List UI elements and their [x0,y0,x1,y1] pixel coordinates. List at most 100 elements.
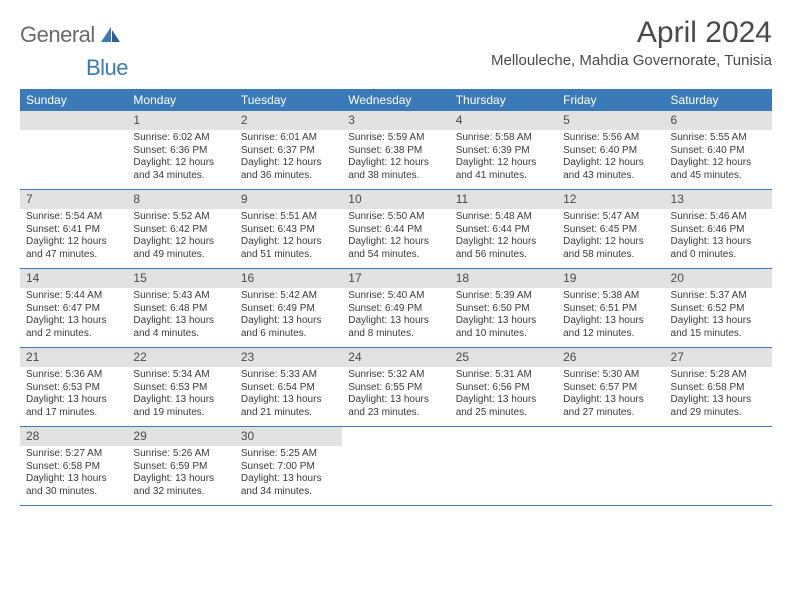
sunrise-text: Sunrise: 5:47 AM [563,211,658,224]
daylight-text: Daylight: 12 hours and 36 minutes. [241,157,336,182]
sunrise-text: Sunrise: 5:46 AM [671,211,766,224]
sunset-text: Sunset: 6:39 PM [456,145,551,158]
day-body: Sunrise: 5:55 AMSunset: 6:40 PMDaylight:… [665,130,772,186]
day-body: Sunrise: 5:27 AMSunset: 6:58 PMDaylight:… [20,446,127,502]
day-cell: 21Sunrise: 5:36 AMSunset: 6:53 PMDayligh… [20,348,127,426]
day-cell: 9Sunrise: 5:51 AMSunset: 6:43 PMDaylight… [235,190,342,268]
daylight-text: Daylight: 13 hours and 23 minutes. [348,394,443,419]
day-cell: 2Sunrise: 6:01 AMSunset: 6:37 PMDaylight… [235,111,342,189]
day-body: Sunrise: 5:32 AMSunset: 6:55 PMDaylight:… [342,367,449,423]
sunrise-text: Sunrise: 5:44 AM [26,290,121,303]
calendar-grid: SundayMondayTuesdayWednesdayThursdayFrid… [20,89,772,506]
sunrise-text: Sunrise: 5:26 AM [133,448,228,461]
sunrise-text: Sunrise: 5:25 AM [241,448,336,461]
day-cell: 27Sunrise: 5:28 AMSunset: 6:58 PMDayligh… [665,348,772,426]
sunrise-text: Sunrise: 5:38 AM [563,290,658,303]
daylight-text: Daylight: 13 hours and 29 minutes. [671,394,766,419]
sunset-text: Sunset: 6:53 PM [133,382,228,395]
daylight-text: Daylight: 12 hours and 41 minutes. [456,157,551,182]
sunrise-text: Sunrise: 5:55 AM [671,132,766,145]
day-cell [557,427,664,505]
sunset-text: Sunset: 6:56 PM [456,382,551,395]
sunset-text: Sunset: 6:52 PM [671,303,766,316]
day-body: Sunrise: 5:59 AMSunset: 6:38 PMDaylight:… [342,130,449,186]
daylight-text: Daylight: 12 hours and 56 minutes. [456,236,551,261]
day-body: Sunrise: 5:36 AMSunset: 6:53 PMDaylight:… [20,367,127,423]
day-number: 29 [127,427,234,446]
day-cell: 1Sunrise: 6:02 AMSunset: 6:36 PMDaylight… [127,111,234,189]
sunrise-text: Sunrise: 6:02 AM [133,132,228,145]
daylight-text: Daylight: 12 hours and 43 minutes. [563,157,658,182]
day-cell: 23Sunrise: 5:33 AMSunset: 6:54 PMDayligh… [235,348,342,426]
daylight-text: Daylight: 12 hours and 47 minutes. [26,236,121,261]
sunrise-text: Sunrise: 5:48 AM [456,211,551,224]
day-cell [342,427,449,505]
sunset-text: Sunset: 6:53 PM [26,382,121,395]
day-body: Sunrise: 5:43 AMSunset: 6:48 PMDaylight:… [127,288,234,344]
logo-text-blue: Blue [86,55,128,81]
sunrise-text: Sunrise: 5:42 AM [241,290,336,303]
daylight-text: Daylight: 13 hours and 4 minutes. [133,315,228,340]
day-body: Sunrise: 5:25 AMSunset: 7:00 PMDaylight:… [235,446,342,502]
title-block: April 2024 Mellouleche, Mahdia Governora… [491,16,772,69]
sunrise-text: Sunrise: 5:58 AM [456,132,551,145]
day-cell [20,111,127,189]
day-cell: 17Sunrise: 5:40 AMSunset: 6:49 PMDayligh… [342,269,449,347]
weekday-header: Sunday [20,89,127,111]
day-body: Sunrise: 6:02 AMSunset: 6:36 PMDaylight:… [127,130,234,186]
daylight-text: Daylight: 13 hours and 21 minutes. [241,394,336,419]
week-row: 21Sunrise: 5:36 AMSunset: 6:53 PMDayligh… [20,348,772,427]
day-cell: 6Sunrise: 5:55 AMSunset: 6:40 PMDaylight… [665,111,772,189]
day-number: 24 [342,348,449,367]
day-body: Sunrise: 5:33 AMSunset: 6:54 PMDaylight:… [235,367,342,423]
sunset-text: Sunset: 6:49 PM [241,303,336,316]
day-number: 6 [665,111,772,130]
day-number: 16 [235,269,342,288]
daylight-text: Daylight: 13 hours and 15 minutes. [671,315,766,340]
day-cell: 20Sunrise: 5:37 AMSunset: 6:52 PMDayligh… [665,269,772,347]
day-number: 14 [20,269,127,288]
weekday-header-row: SundayMondayTuesdayWednesdayThursdayFrid… [20,89,772,111]
day-body: Sunrise: 6:01 AMSunset: 6:37 PMDaylight:… [235,130,342,186]
day-number: 21 [20,348,127,367]
logo-text-general: General [20,22,95,48]
sunset-text: Sunset: 6:59 PM [133,461,228,474]
sunset-text: Sunset: 6:57 PM [563,382,658,395]
sunset-text: Sunset: 6:47 PM [26,303,121,316]
day-body: Sunrise: 5:58 AMSunset: 6:39 PMDaylight:… [450,130,557,186]
daylight-text: Daylight: 13 hours and 8 minutes. [348,315,443,340]
sunset-text: Sunset: 6:48 PM [133,303,228,316]
day-number: 5 [557,111,664,130]
sunset-text: Sunset: 6:49 PM [348,303,443,316]
sunrise-text: Sunrise: 5:50 AM [348,211,443,224]
daylight-text: Daylight: 12 hours and 34 minutes. [133,157,228,182]
calendar-page: General April 2024 Mellouleche, Mahdia G… [0,0,792,522]
day-cell: 30Sunrise: 5:25 AMSunset: 7:00 PMDayligh… [235,427,342,505]
day-number: 8 [127,190,234,209]
day-body: Sunrise: 5:44 AMSunset: 6:47 PMDaylight:… [20,288,127,344]
day-number: 23 [235,348,342,367]
day-cell: 8Sunrise: 5:52 AMSunset: 6:42 PMDaylight… [127,190,234,268]
day-cell: 26Sunrise: 5:30 AMSunset: 6:57 PMDayligh… [557,348,664,426]
day-number: 30 [235,427,342,446]
day-cell: 13Sunrise: 5:46 AMSunset: 6:46 PMDayligh… [665,190,772,268]
day-body: Sunrise: 5:50 AMSunset: 6:44 PMDaylight:… [342,209,449,265]
daylight-text: Daylight: 12 hours and 54 minutes. [348,236,443,261]
day-number: 15 [127,269,234,288]
day-cell: 3Sunrise: 5:59 AMSunset: 6:38 PMDaylight… [342,111,449,189]
day-cell: 5Sunrise: 5:56 AMSunset: 6:40 PMDaylight… [557,111,664,189]
day-cell: 10Sunrise: 5:50 AMSunset: 6:44 PMDayligh… [342,190,449,268]
sunset-text: Sunset: 6:36 PM [133,145,228,158]
daylight-text: Daylight: 13 hours and 32 minutes. [133,473,228,498]
sunset-text: Sunset: 6:40 PM [671,145,766,158]
sunrise-text: Sunrise: 5:30 AM [563,369,658,382]
weeks-container: 1Sunrise: 6:02 AMSunset: 6:36 PMDaylight… [20,111,772,506]
day-cell: 12Sunrise: 5:47 AMSunset: 6:45 PMDayligh… [557,190,664,268]
sunrise-text: Sunrise: 6:01 AM [241,132,336,145]
day-number: 26 [557,348,664,367]
sunset-text: Sunset: 6:44 PM [456,224,551,237]
sunrise-text: Sunrise: 5:59 AM [348,132,443,145]
day-number: 3 [342,111,449,130]
sunset-text: Sunset: 6:54 PM [241,382,336,395]
day-cell: 7Sunrise: 5:54 AMSunset: 6:41 PMDaylight… [20,190,127,268]
